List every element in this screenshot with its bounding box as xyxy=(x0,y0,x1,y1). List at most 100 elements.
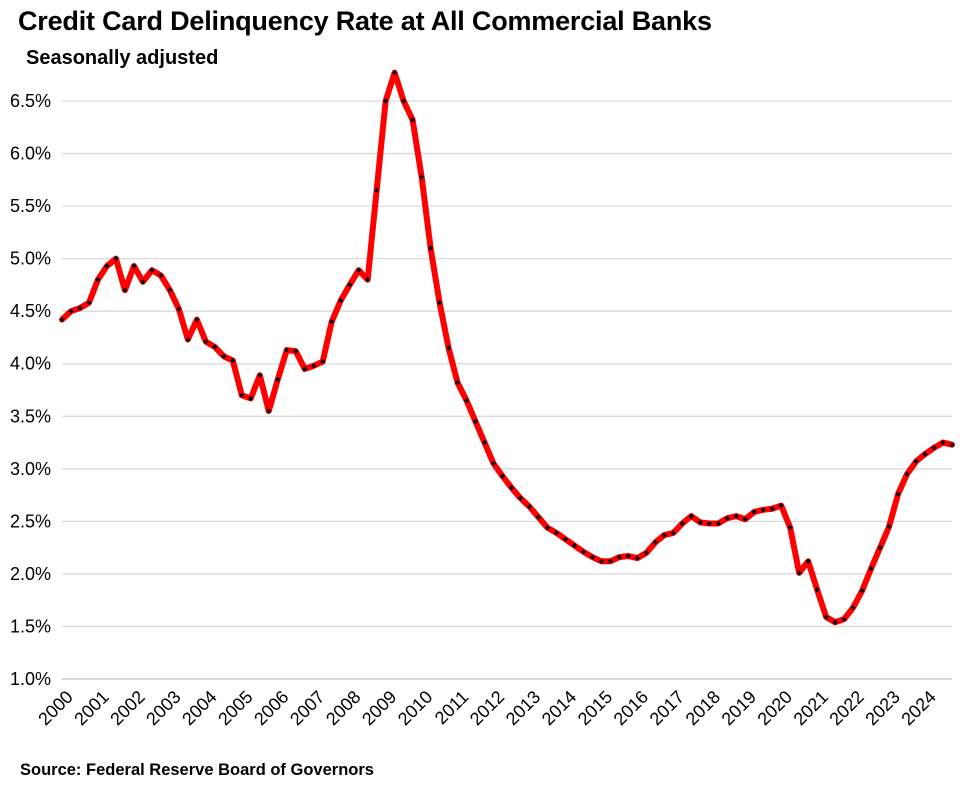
data-point xyxy=(922,451,928,457)
data-point xyxy=(742,516,748,522)
data-point xyxy=(427,245,434,251)
data-point xyxy=(877,545,883,551)
data-point xyxy=(697,519,703,526)
x-tick-label: 2013 xyxy=(502,687,544,729)
chart-subtitle: Seasonally adjusted xyxy=(26,47,219,69)
x-tick-label: 2012 xyxy=(466,687,508,729)
data-point xyxy=(356,267,362,273)
data-point xyxy=(392,70,398,76)
x-tick-label: 2004 xyxy=(178,687,220,729)
y-tick-label: 3.5% xyxy=(10,406,51,426)
x-tick-label: 2003 xyxy=(142,687,184,729)
data-point xyxy=(284,347,290,353)
x-tick-label: 2010 xyxy=(394,687,436,729)
data-point xyxy=(562,536,569,542)
data-point xyxy=(715,520,721,527)
data-point xyxy=(463,397,470,404)
y-tick-label: 6.0% xyxy=(10,144,51,164)
data-point xyxy=(248,395,254,402)
y-tick-label: 4.5% xyxy=(10,301,51,321)
data-point xyxy=(185,336,191,343)
data-point xyxy=(113,256,119,262)
x-tick-label: 2023 xyxy=(861,687,903,729)
source-note: Source: Federal Reserve Board of Governo… xyxy=(20,761,374,779)
data-point xyxy=(104,263,110,269)
data-point xyxy=(275,376,281,383)
data-point xyxy=(266,408,272,414)
x-tick-label: 2008 xyxy=(322,687,364,729)
data-point xyxy=(571,542,578,549)
data-point xyxy=(670,530,676,536)
x-axis: 2000200120022003200420052006200720082009… xyxy=(34,687,939,729)
x-tick-label: 2009 xyxy=(358,687,400,729)
x-tick-label: 2005 xyxy=(214,687,256,729)
gridlines xyxy=(62,100,952,680)
data-point xyxy=(634,555,640,561)
x-tick-label: 2022 xyxy=(825,687,867,729)
data-point xyxy=(401,98,407,104)
data-point xyxy=(949,442,955,448)
data-point xyxy=(796,570,802,576)
data-point xyxy=(194,316,200,323)
data-point xyxy=(787,525,793,531)
data-point xyxy=(895,491,901,497)
data-point xyxy=(140,279,146,285)
data-point xyxy=(230,357,236,364)
y-tick-label: 5.0% xyxy=(10,249,51,269)
x-tick-label: 2024 xyxy=(897,687,939,729)
data-point xyxy=(472,418,479,425)
data-point xyxy=(131,263,137,269)
y-tick-label: 1.0% xyxy=(10,669,51,689)
y-tick-label: 2.5% xyxy=(10,511,51,531)
data-point xyxy=(293,348,299,354)
data-point xyxy=(805,558,811,564)
data-point xyxy=(517,495,524,501)
y-tick-label: 6.5% xyxy=(10,91,51,111)
data-point xyxy=(832,619,838,625)
x-tick-label: 2015 xyxy=(574,687,616,729)
data-point xyxy=(338,298,344,304)
data-point xyxy=(149,267,155,273)
x-tick-label: 2011 xyxy=(431,687,473,729)
data-point xyxy=(176,306,182,312)
data-point xyxy=(158,272,164,279)
data-point xyxy=(850,604,856,611)
x-tick-label: 2000 xyxy=(34,687,76,729)
data-point xyxy=(553,530,560,536)
data-point xyxy=(410,117,416,123)
data-point xyxy=(904,471,910,477)
x-tick-label: 2018 xyxy=(682,687,724,729)
data-point xyxy=(841,616,847,622)
data-point xyxy=(383,98,389,104)
x-tick-label: 2002 xyxy=(106,687,148,729)
data-point xyxy=(598,558,604,564)
data-point xyxy=(221,353,227,359)
data-point xyxy=(499,473,506,479)
data-point xyxy=(302,366,308,372)
data-point xyxy=(931,445,937,451)
data-point xyxy=(778,503,784,509)
data-point xyxy=(643,550,649,556)
data-point xyxy=(544,525,551,531)
data-point xyxy=(823,614,829,620)
data-point xyxy=(418,174,425,180)
data-point xyxy=(661,532,667,538)
data-point xyxy=(436,300,443,306)
data-point xyxy=(365,277,371,283)
x-tick-label: 2001 xyxy=(70,687,112,729)
data-point xyxy=(859,588,865,594)
x-tick-label: 2014 xyxy=(538,687,580,729)
data-point xyxy=(625,553,631,559)
data-point xyxy=(490,460,497,467)
data-point xyxy=(706,520,712,527)
data-point xyxy=(580,549,587,555)
data-point xyxy=(77,305,83,311)
data-point xyxy=(913,458,919,465)
data-point xyxy=(95,277,101,283)
data-point xyxy=(167,287,173,293)
x-tick-label: 2019 xyxy=(718,687,760,729)
data-point xyxy=(535,514,542,520)
data-point xyxy=(589,554,596,560)
x-tick-label: 2006 xyxy=(250,687,292,729)
